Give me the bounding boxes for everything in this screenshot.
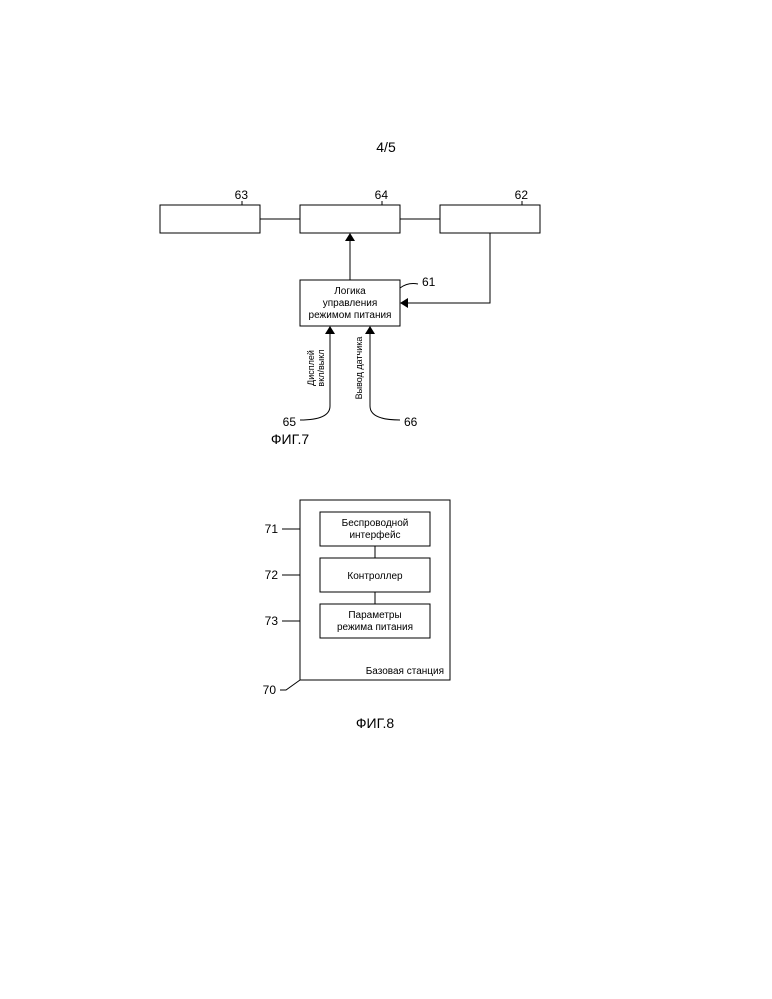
fig7-power-id: 61 xyxy=(422,275,436,289)
fig8-container-label: Базовая станция xyxy=(366,666,444,677)
fig7-input-display_on-label-1: вкл/выкл xyxy=(316,349,326,386)
fig8-container-id: 70 xyxy=(263,683,277,697)
fig8-wireless_if-id: 71 xyxy=(265,522,279,536)
fig8-power_params-label-0: Параметры xyxy=(348,610,401,621)
fig7-modem-box xyxy=(440,205,540,233)
fig7-input-sensor_out-leader xyxy=(370,406,400,420)
fig7-power-id-leader xyxy=(400,284,418,289)
fig7-input-display_on-label-0: Дисплей xyxy=(306,350,316,386)
fig8-controller-id: 72 xyxy=(265,568,279,582)
fig7-input-sensor_out-label: Вывод датчика xyxy=(354,337,364,400)
fig8-controller-label: Контроллер xyxy=(347,571,403,582)
fig7-input-display_on-id: 65 xyxy=(283,415,297,429)
fig7-power-label-0: Логика xyxy=(334,286,366,297)
fig7-power-label-1: управления xyxy=(323,298,378,309)
fig8-caption: ФИГ.8 xyxy=(356,715,394,731)
fig7-power-label-2: режимом питания xyxy=(309,310,392,321)
fig7-firewall-box xyxy=(300,205,400,233)
fig7-firewall-id: 64 xyxy=(375,188,389,202)
fig7-apps-box xyxy=(160,205,260,233)
fig7-input-display_on-leader xyxy=(300,406,330,420)
fig8-container-id-leader xyxy=(280,680,300,690)
fig8-power_params-id: 73 xyxy=(265,614,279,628)
fig8-wireless_if-label-0: Беспроводной xyxy=(342,518,409,529)
fig8-wireless_if-label-1: интерфейс xyxy=(349,529,400,541)
fig7-edge-modem-power xyxy=(408,233,490,303)
page-number: 4/5 xyxy=(376,139,396,155)
fig7-caption: ФИГ.7 xyxy=(271,431,309,447)
fig7-input-sensor_out-id: 66 xyxy=(404,415,418,429)
fig7-modem-id: 62 xyxy=(515,188,529,202)
fig8-power_params-label-1: режима питания xyxy=(337,622,413,633)
fig7-apps-id: 63 xyxy=(235,188,249,202)
